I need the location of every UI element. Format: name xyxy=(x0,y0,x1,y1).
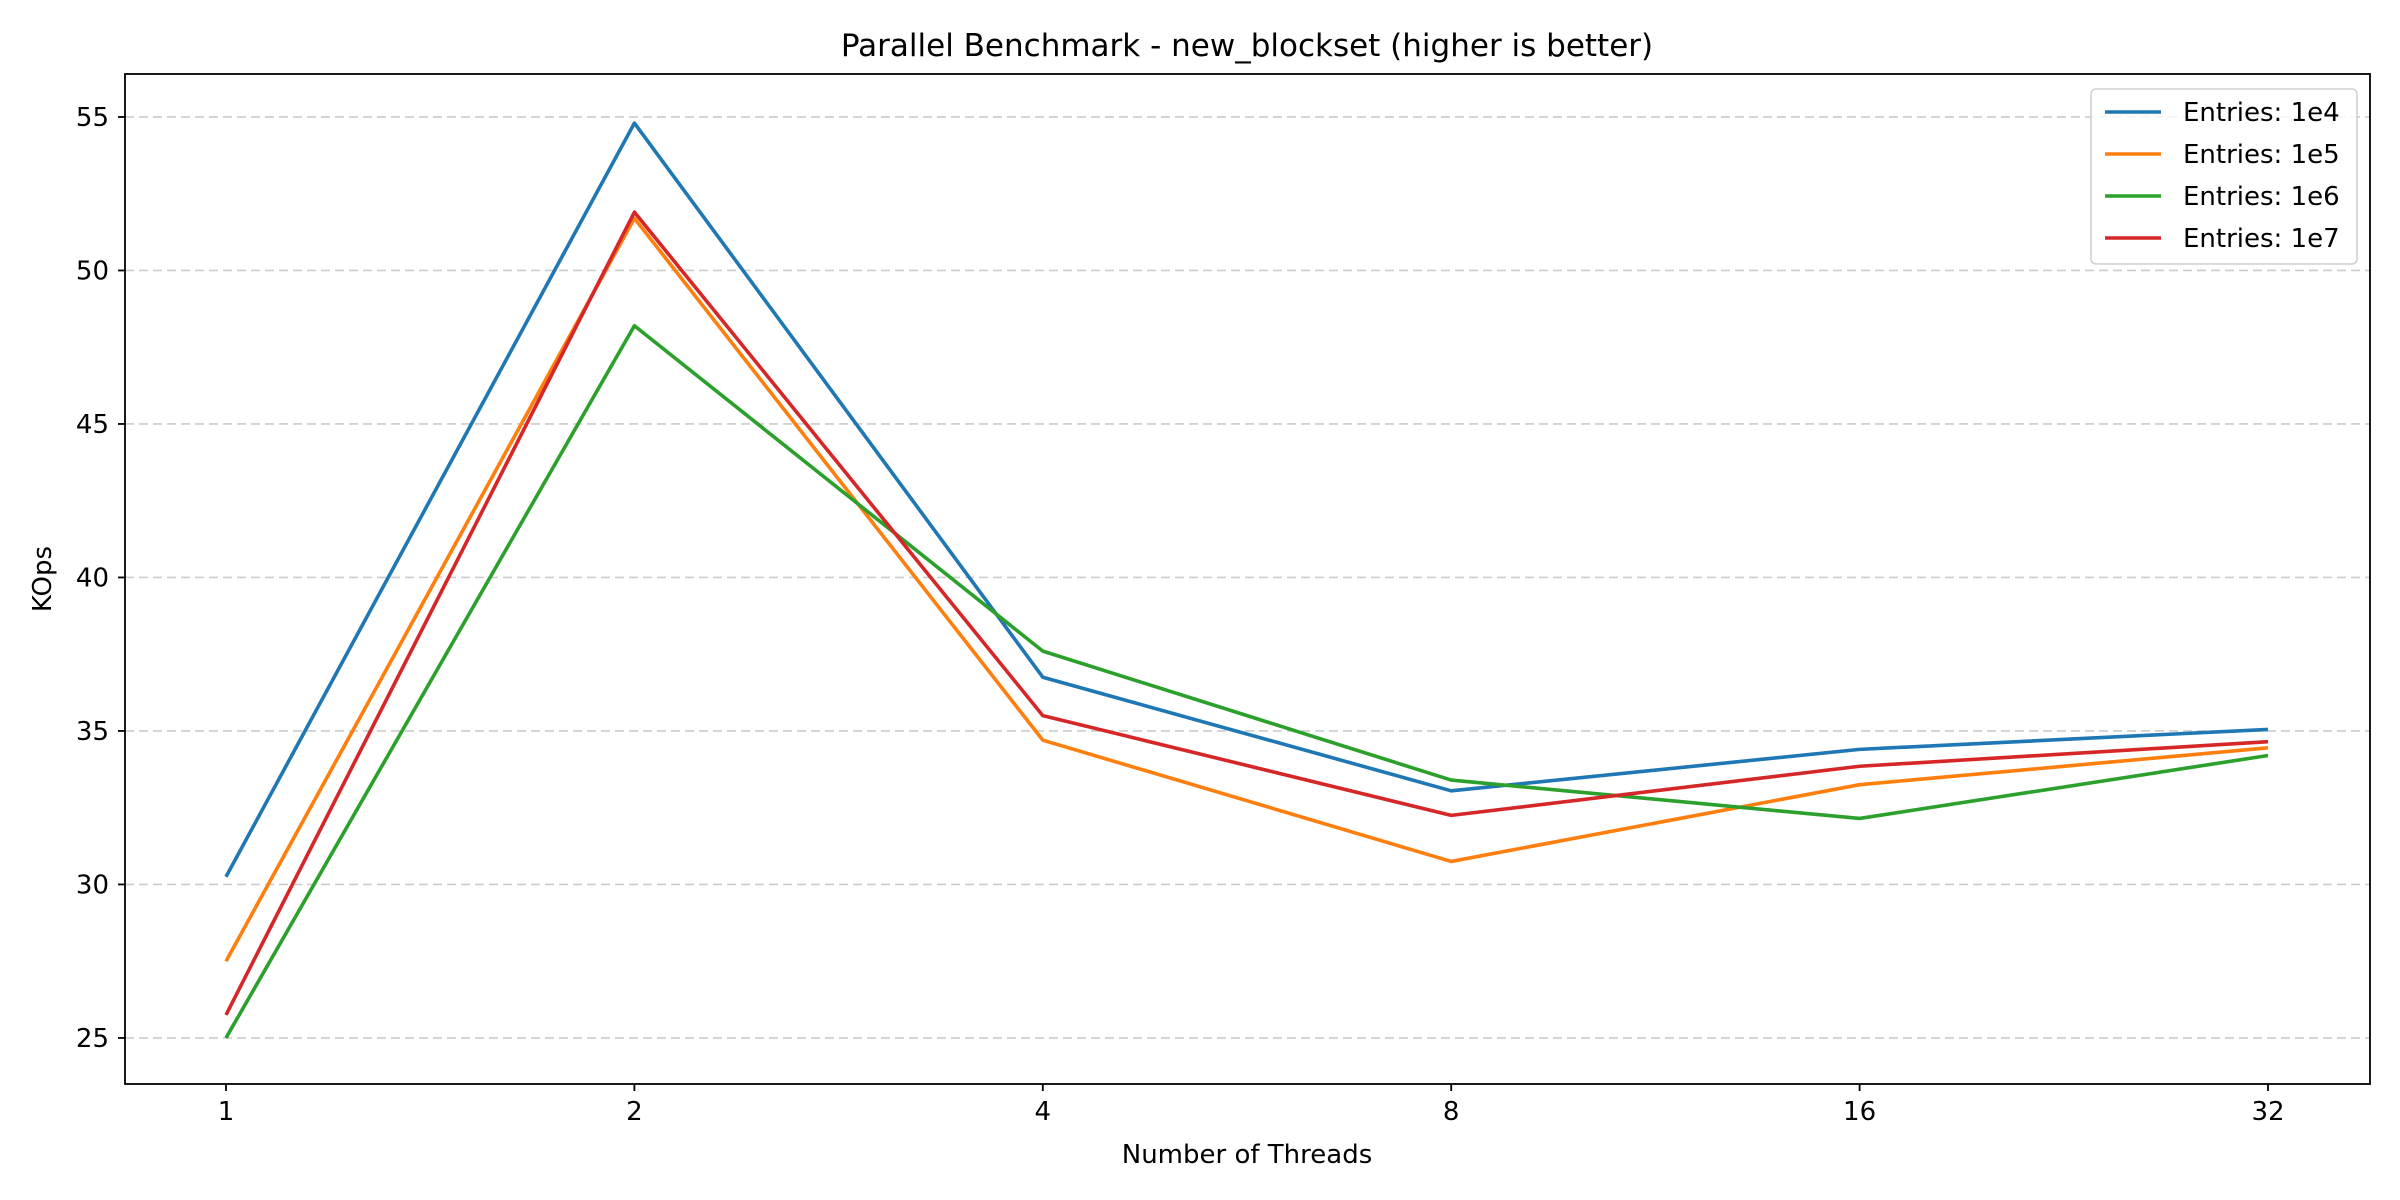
legend: Entries: 1e4 Entries: 1e5 Entries: 1e6 Entr… xyxy=(2090,88,2358,265)
x-tick-label: 2 xyxy=(626,1097,643,1127)
legend-label: Entries: 1e4 xyxy=(2183,98,2340,128)
series-line-2 xyxy=(224,216,2269,963)
legend-box xyxy=(2090,88,2358,265)
x-tick-label: 8 xyxy=(1443,1097,1460,1127)
y-tick-label: 35 xyxy=(76,717,109,747)
x-tick-label: 1 xyxy=(218,1097,235,1127)
series-line-1 xyxy=(224,121,2269,878)
legend-entries: Entries: 1e4 Entries: 1e5 Entries: 1e6 Entr… xyxy=(2105,98,2340,254)
y-axis-ticks: 25 30 35 40 45 50 55 xyxy=(76,103,125,1054)
y-tick-label: 50 xyxy=(76,256,109,286)
x-tick-label: 4 xyxy=(1035,1097,1052,1127)
y-tick-label: 55 xyxy=(76,103,109,133)
x-axis-ticks: 1 2 4 8 16 32 xyxy=(218,1084,2285,1127)
legend-label: Entries: 1e6 xyxy=(2183,182,2340,212)
y-tick-label: 25 xyxy=(76,1024,109,1054)
series-line-4 xyxy=(224,210,2269,1016)
legend-label: Entries: 1e7 xyxy=(2183,224,2340,254)
x-tick-label: 16 xyxy=(1843,1097,1876,1127)
plot-frame xyxy=(124,73,2371,1085)
legend-label: Entries: 1e5 xyxy=(2183,140,2340,170)
y-tick-label: 40 xyxy=(76,563,109,593)
y-tick-label: 30 xyxy=(76,870,109,900)
y-tick-label: 45 xyxy=(76,410,109,440)
x-tick-label: 32 xyxy=(2251,1097,2284,1127)
series-line-3 xyxy=(224,323,2269,1039)
gridlines xyxy=(125,116,2370,1039)
series-lines xyxy=(224,121,2269,1039)
x-axis-label: Number of Threads xyxy=(1122,1140,1373,1170)
chart-title: Parallel Benchmark - new_blockset (highe… xyxy=(841,28,1653,64)
y-axis-label: KOps xyxy=(28,546,58,612)
